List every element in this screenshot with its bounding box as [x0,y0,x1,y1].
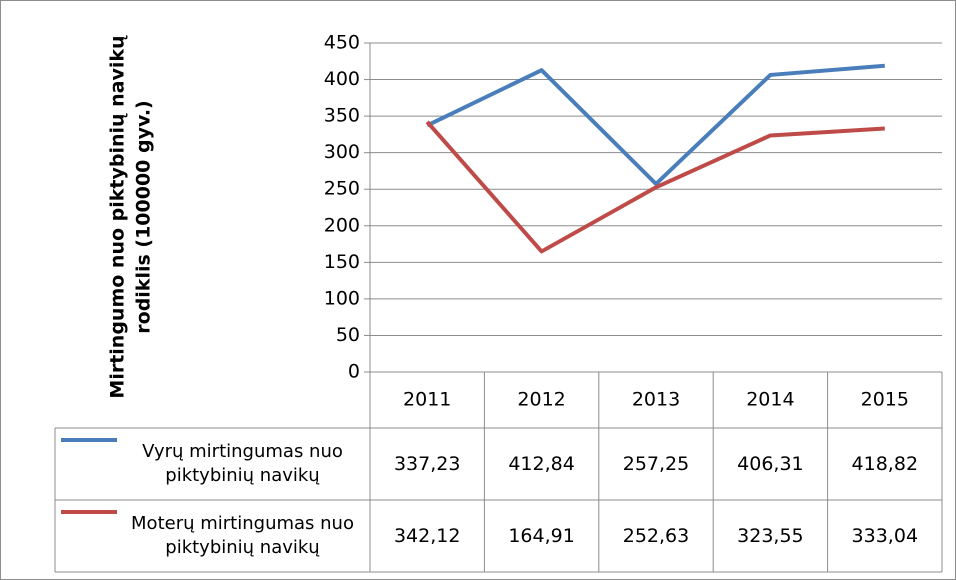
table-value: 252,63 [622,524,690,547]
legend-label: Moterų mirtingumas nuo piktybinių navikų [131,513,354,558]
y-tick-label: 0 [348,361,360,383]
y-tick-label: 300 [324,141,360,163]
y-tick-label: 450 [324,32,360,54]
table-value: 337,23 [393,452,461,475]
table-value: 323,55 [737,524,804,547]
legend-label: Vyrų mirtingumas nuo piktybinių navikų [142,441,343,486]
x-tick-label: 2011 [403,389,451,411]
y-tick-label: 50 [336,324,360,346]
series-line [425,120,885,254]
y-tick-label: 400 [324,68,360,90]
x-tick-label: 2012 [517,389,565,411]
y-tick-label: 200 [324,214,360,236]
table-value: 418,82 [851,452,919,475]
x-tick-label: 2015 [861,389,909,411]
table-value: 342,12 [393,524,461,547]
y-tick-label: 350 [324,105,360,127]
y-tick-label: 150 [324,251,360,273]
table-value: 333,04 [851,524,919,547]
x-tick-label: 2014 [746,389,794,411]
table-value: 164,91 [508,524,575,547]
y-axis-label: Mirtingumo nuo piktybinių navikų [107,35,129,399]
table-value: 412,84 [508,452,575,475]
y-axis-label: rodiklis (100000 gyv.) [133,100,155,333]
y-tick-label: 250 [324,178,360,200]
x-tick-label: 2013 [632,389,680,411]
table-value: 257,25 [622,452,690,475]
y-tick-label: 100 [324,287,360,309]
table-value: 406,31 [737,452,804,475]
series-line [426,63,885,186]
